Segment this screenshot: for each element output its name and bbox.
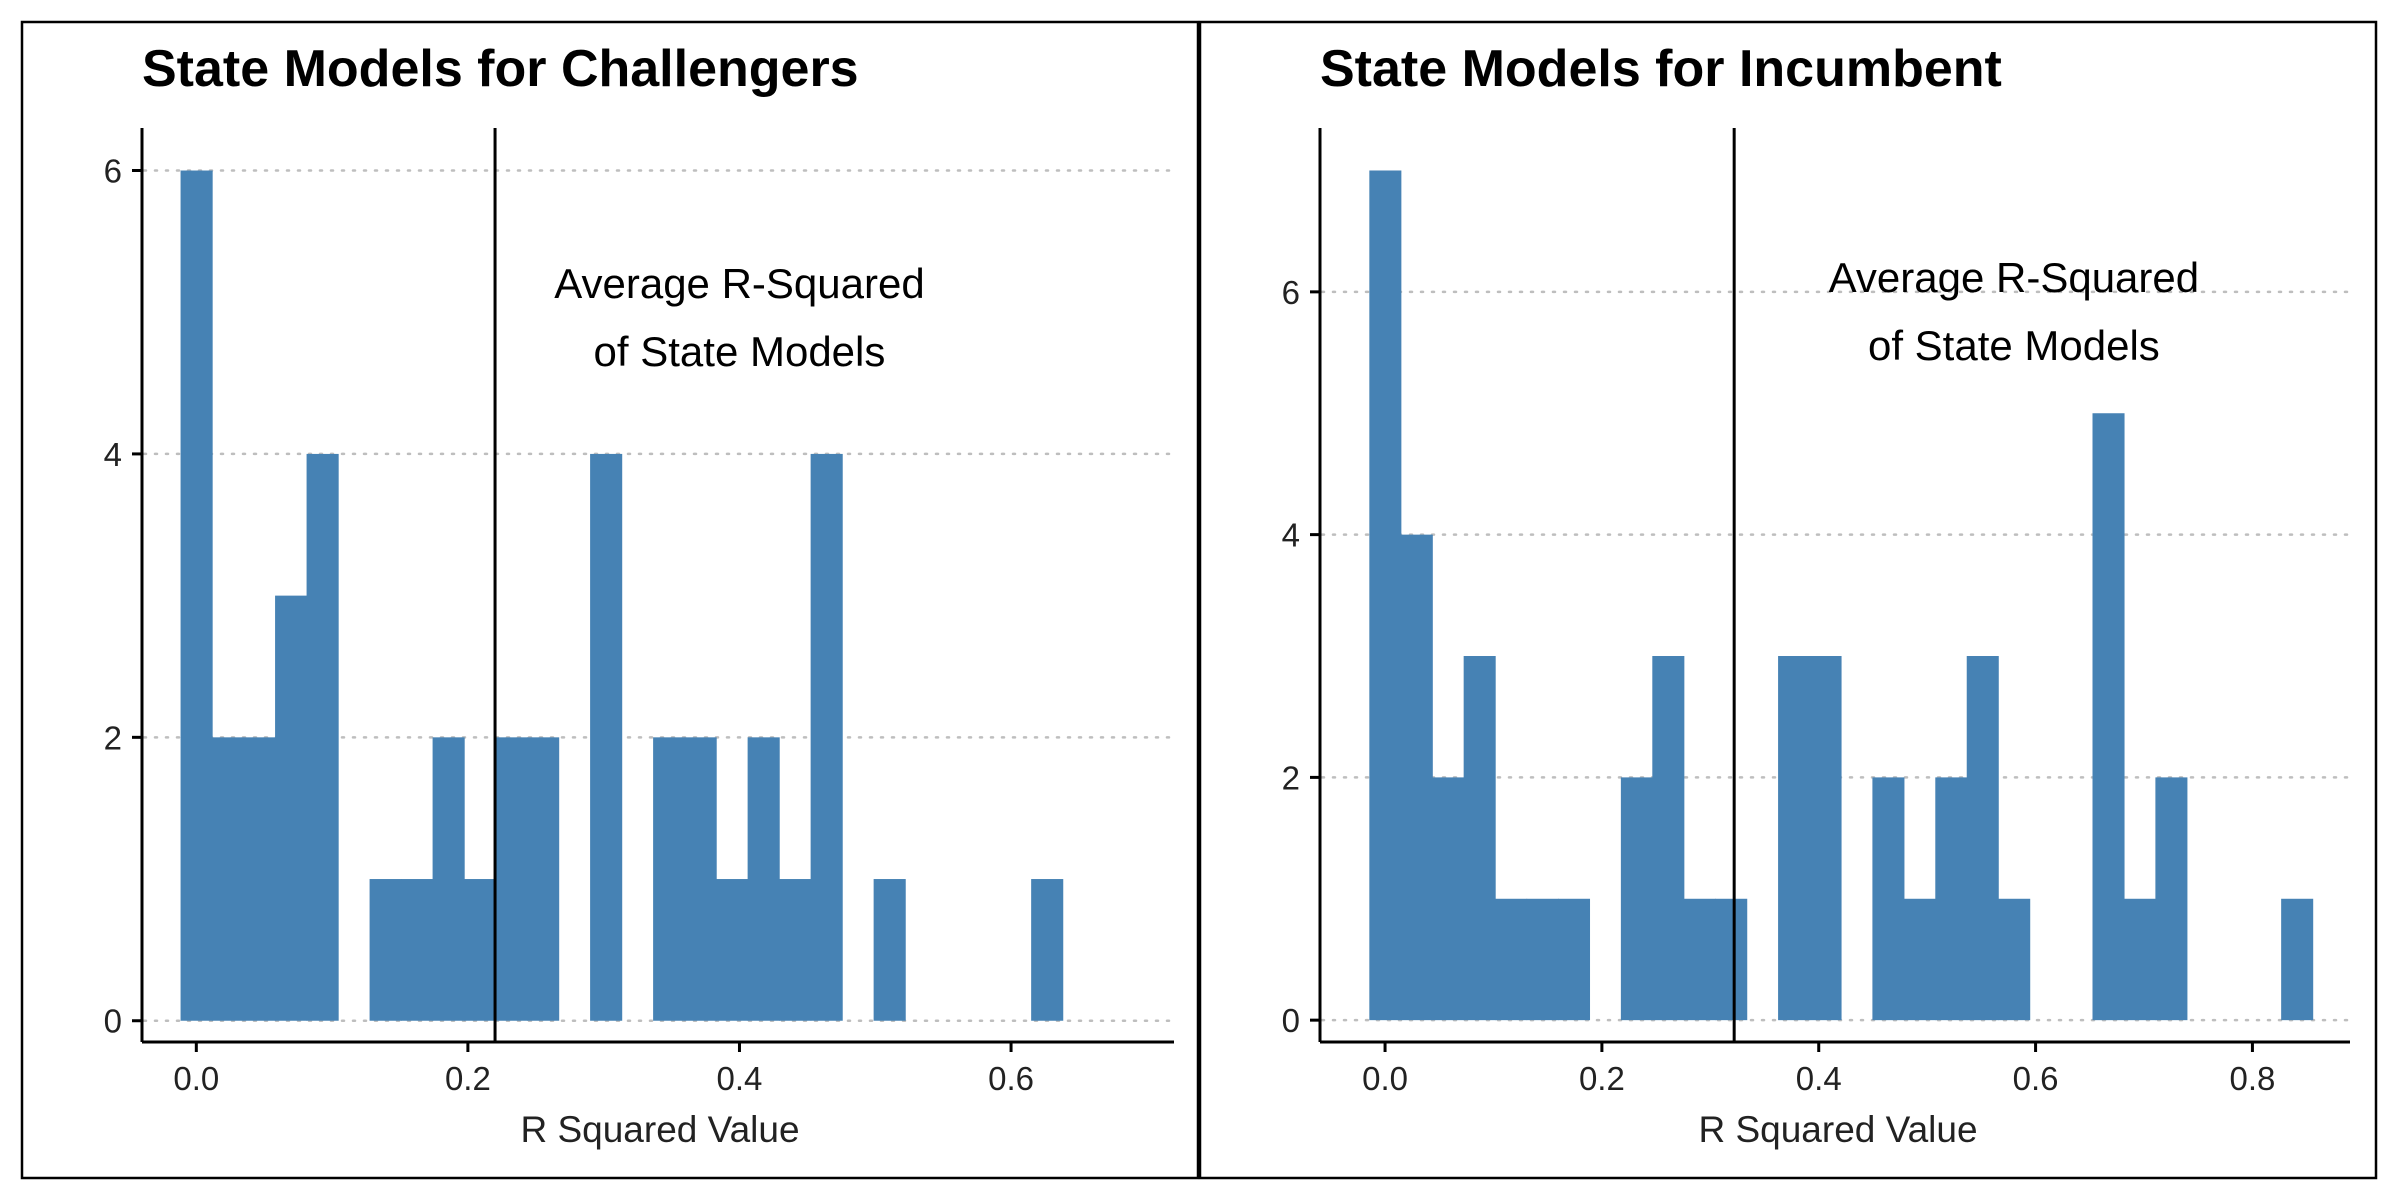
histogram-bar (1495, 898, 1528, 1021)
y-tick-label: 0 (1282, 1002, 1300, 1039)
histogram-bar (716, 879, 749, 1021)
histogram-bar (1683, 898, 1716, 1021)
histogram-bar (1557, 898, 1591, 1021)
chart-title: State Models for Challengers (142, 40, 859, 98)
histogram-bar (653, 737, 686, 1021)
x-tick-label: 0.6 (2013, 1060, 2059, 1097)
histogram-bar (873, 879, 906, 1021)
y-tick-label: 4 (1282, 517, 1300, 554)
histogram-bar (1526, 898, 1559, 1021)
y-tick-label: 2 (104, 719, 122, 756)
histogram-bar (590, 453, 623, 1021)
y-tick-label: 6 (1282, 274, 1300, 311)
x-tick-label: 0.2 (445, 1060, 491, 1097)
histogram-bar (2155, 777, 2188, 1021)
histogram-bar (1998, 898, 2031, 1021)
histogram-bar (495, 737, 528, 1021)
histogram-bar (1778, 656, 1811, 1021)
histogram-bar (1432, 777, 1465, 1021)
histogram-bar (1872, 777, 1905, 1021)
histogram-bar (1935, 777, 1968, 1021)
x-tick-label: 0.8 (2229, 1060, 2275, 1097)
histogram-bar (779, 879, 812, 1021)
histogram-bar (810, 453, 843, 1021)
histogram-bar (369, 879, 402, 1021)
y-tick-label: 4 (104, 436, 122, 473)
histogram-bar (1715, 898, 1748, 1021)
histogram-bar (1620, 777, 1653, 1021)
histogram-bar (1031, 879, 1064, 1021)
histogram-bar (2281, 898, 2314, 1021)
plot-area-challengers: Average R-Squared of State Models 0 2 4 6 0.0 0… (104, 128, 1176, 1097)
x-tick-label: 0.2 (1579, 1060, 1625, 1097)
histogram-bar (1652, 656, 1685, 1021)
x-tick-label: 0.4 (717, 1060, 763, 1097)
histogram-bar (2123, 898, 2156, 1021)
x-axis-label: R Squared Value (1698, 1109, 1977, 1150)
histogram-bar (275, 595, 308, 1021)
histogram-bar (306, 453, 339, 1021)
x-tick-label: 0.4 (1796, 1060, 1842, 1097)
y-tick-label: 0 (104, 1003, 122, 1040)
histogram-bar (1903, 898, 1936, 1021)
x-tick-label: 0.0 (173, 1060, 219, 1097)
annotation-line-1: Average R-Squared (1829, 254, 2199, 301)
x-axis-label: R Squared Value (520, 1109, 799, 1150)
histogram-bar (527, 737, 560, 1021)
histogram-bar (2092, 413, 2125, 1021)
histogram-bar (1463, 656, 1496, 1021)
histogram-bar (432, 737, 465, 1021)
y-tick-label: 6 (104, 153, 122, 190)
histogram-bar (212, 737, 245, 1021)
histogram-bar (747, 737, 780, 1021)
annotation-line-2: of State Models (1868, 322, 2160, 369)
panel-border (1198, 20, 2378, 1180)
histogram-bar (1966, 656, 1999, 1021)
chart-title: State Models for Incumbent (1320, 40, 2002, 98)
annotation-line-1: Average R-Squared (554, 260, 924, 307)
y-tick-label: 2 (1282, 759, 1300, 796)
histogram-bar (684, 737, 717, 1021)
histogram-bar (180, 170, 213, 1021)
histogram-bar (243, 737, 276, 1021)
histogram-bar (1809, 656, 1842, 1021)
panel-border (20, 20, 1200, 1180)
histogram-bar (1400, 534, 1433, 1021)
annotation-line-2: of State Models (594, 328, 886, 375)
histogram-bar (401, 879, 434, 1021)
x-tick-label: 0.6 (988, 1060, 1034, 1097)
x-tick-label: 0.0 (1362, 1060, 1408, 1097)
histogram-bar (1369, 170, 1402, 1021)
panel-incumbent: State Models for Incumbent Average R-Squ… (1198, 20, 2378, 1180)
panel-challengers: State Models for Challengers Average R-S… (20, 20, 1200, 1180)
plot-area-incumbent: Average R-Squared of State Models 0 2 4 6 0.0 0… (1282, 128, 2352, 1097)
histogram-bar (464, 879, 497, 1021)
